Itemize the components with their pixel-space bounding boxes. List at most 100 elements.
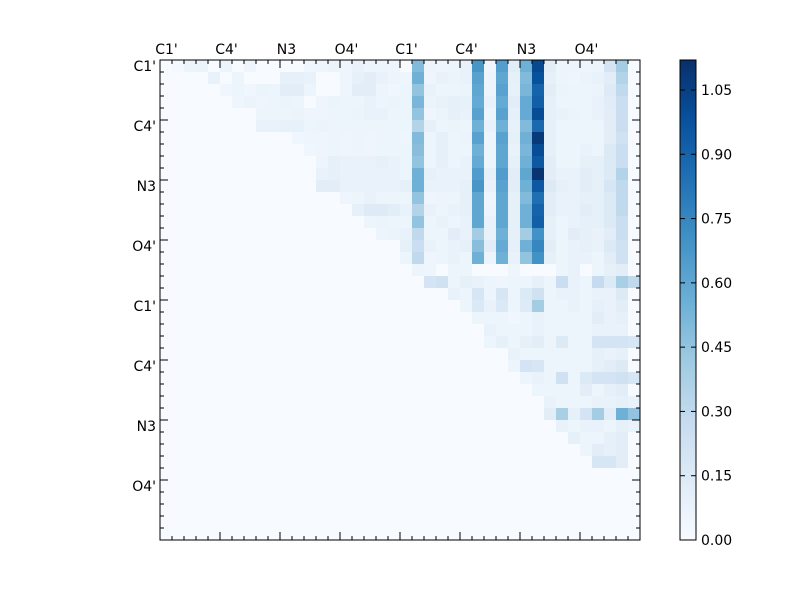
heatmap-cell — [412, 192, 424, 204]
heatmap-cell — [592, 240, 604, 252]
heatmap-cell — [448, 288, 460, 300]
y-tick-label: C1' — [133, 59, 156, 75]
heatmap-cell — [376, 156, 388, 168]
heatmap-cell — [496, 156, 508, 168]
heatmap-cell — [544, 168, 556, 180]
heatmap-cell — [616, 168, 628, 180]
heatmap-cell — [556, 312, 568, 324]
heatmap-cell — [604, 384, 616, 396]
heatmap-cell — [472, 120, 484, 132]
heatmap-cell — [496, 108, 508, 120]
heatmap-cell — [472, 228, 484, 240]
heatmap-cell — [604, 348, 616, 360]
heatmap-cell — [604, 336, 616, 348]
heatmap-cell — [496, 204, 508, 216]
heatmap-cell — [244, 60, 256, 72]
heatmap-cell — [580, 348, 592, 360]
heatmap-cell — [304, 84, 316, 96]
heatmap-cell — [460, 168, 472, 180]
heatmap-cell — [496, 120, 508, 132]
heatmap-cell — [508, 312, 520, 324]
heatmap-cell — [424, 108, 436, 120]
heatmap-cell — [556, 384, 568, 396]
heatmap-cell — [580, 432, 592, 444]
heatmap-cell — [592, 444, 604, 456]
heatmap-cell — [352, 96, 364, 108]
heatmap-cell — [592, 420, 604, 432]
heatmap-cell — [436, 120, 448, 132]
heatmap-cell — [436, 180, 448, 192]
heatmap-cell — [472, 168, 484, 180]
heatmap-cell — [544, 96, 556, 108]
heatmap-cell — [508, 180, 520, 192]
heatmap-cell — [268, 120, 280, 132]
heatmap-cell — [580, 276, 592, 288]
heatmap-cell — [592, 216, 604, 228]
heatmap-cell — [496, 228, 508, 240]
heatmap-cell — [412, 72, 424, 84]
heatmap-cell — [436, 132, 448, 144]
heatmap-cell — [556, 156, 568, 168]
heatmap-cell — [616, 228, 628, 240]
heatmap-cell — [592, 108, 604, 120]
heatmap-cell — [616, 432, 628, 444]
heatmap-cell — [496, 336, 508, 348]
heatmap-cell — [568, 240, 580, 252]
heatmap-cell — [376, 60, 388, 72]
heatmap-cell — [544, 72, 556, 84]
heatmap-cell — [628, 420, 640, 432]
heatmap-cell — [292, 120, 304, 132]
heatmap-cell — [484, 144, 496, 156]
heatmap-cell — [628, 276, 640, 288]
x-tick-label: C4' — [455, 42, 478, 58]
heatmap-cell — [532, 72, 544, 84]
heatmap-cell — [400, 108, 412, 120]
heatmap-cell — [520, 72, 532, 84]
heatmap-cell — [556, 60, 568, 72]
heatmap-cell — [544, 180, 556, 192]
heatmap-cell — [544, 132, 556, 144]
heatmap-cell — [316, 120, 328, 132]
heatmap-cell — [592, 372, 604, 384]
heatmap-cell — [616, 72, 628, 84]
heatmap-cell — [568, 156, 580, 168]
colorbar-tick-label: 0.75 — [701, 212, 732, 228]
heatmap-cell — [604, 96, 616, 108]
heatmap-cell — [592, 84, 604, 96]
heatmap-cell — [508, 228, 520, 240]
heatmap-cell — [592, 96, 604, 108]
heatmap-cell — [328, 120, 340, 132]
heatmap-cell — [496, 144, 508, 156]
heatmap-cell — [580, 408, 592, 420]
heatmap-cell — [460, 240, 472, 252]
heatmap-cell — [580, 180, 592, 192]
heatmap-cell — [604, 360, 616, 372]
heatmap-cell — [352, 120, 364, 132]
heatmap-cell — [508, 168, 520, 180]
heatmap-cell — [616, 204, 628, 216]
heatmap-cell — [412, 84, 424, 96]
heatmap-cell — [376, 84, 388, 96]
heatmap-cell — [472, 96, 484, 108]
heatmap-cell — [508, 96, 520, 108]
heatmap-cell — [568, 300, 580, 312]
heatmap-cell — [520, 192, 532, 204]
heatmap-cell — [580, 420, 592, 432]
heatmap-cell — [484, 168, 496, 180]
heatmap-cell — [292, 132, 304, 144]
heatmap-cell — [460, 204, 472, 216]
heatmap-cell — [436, 228, 448, 240]
heatmap-cell — [532, 204, 544, 216]
colorbar-tick-label: 1.05 — [701, 83, 732, 99]
heatmap-cell — [448, 228, 460, 240]
heatmap-cell — [592, 432, 604, 444]
heatmap-cell — [424, 84, 436, 96]
heatmap-cell — [484, 276, 496, 288]
heatmap-cell — [388, 144, 400, 156]
heatmap-cell — [520, 336, 532, 348]
heatmap-cell — [532, 372, 544, 384]
heatmap-cell — [304, 60, 316, 72]
heatmap-cell — [424, 132, 436, 144]
heatmap-cell — [592, 204, 604, 216]
heatmap-cell — [496, 276, 508, 288]
